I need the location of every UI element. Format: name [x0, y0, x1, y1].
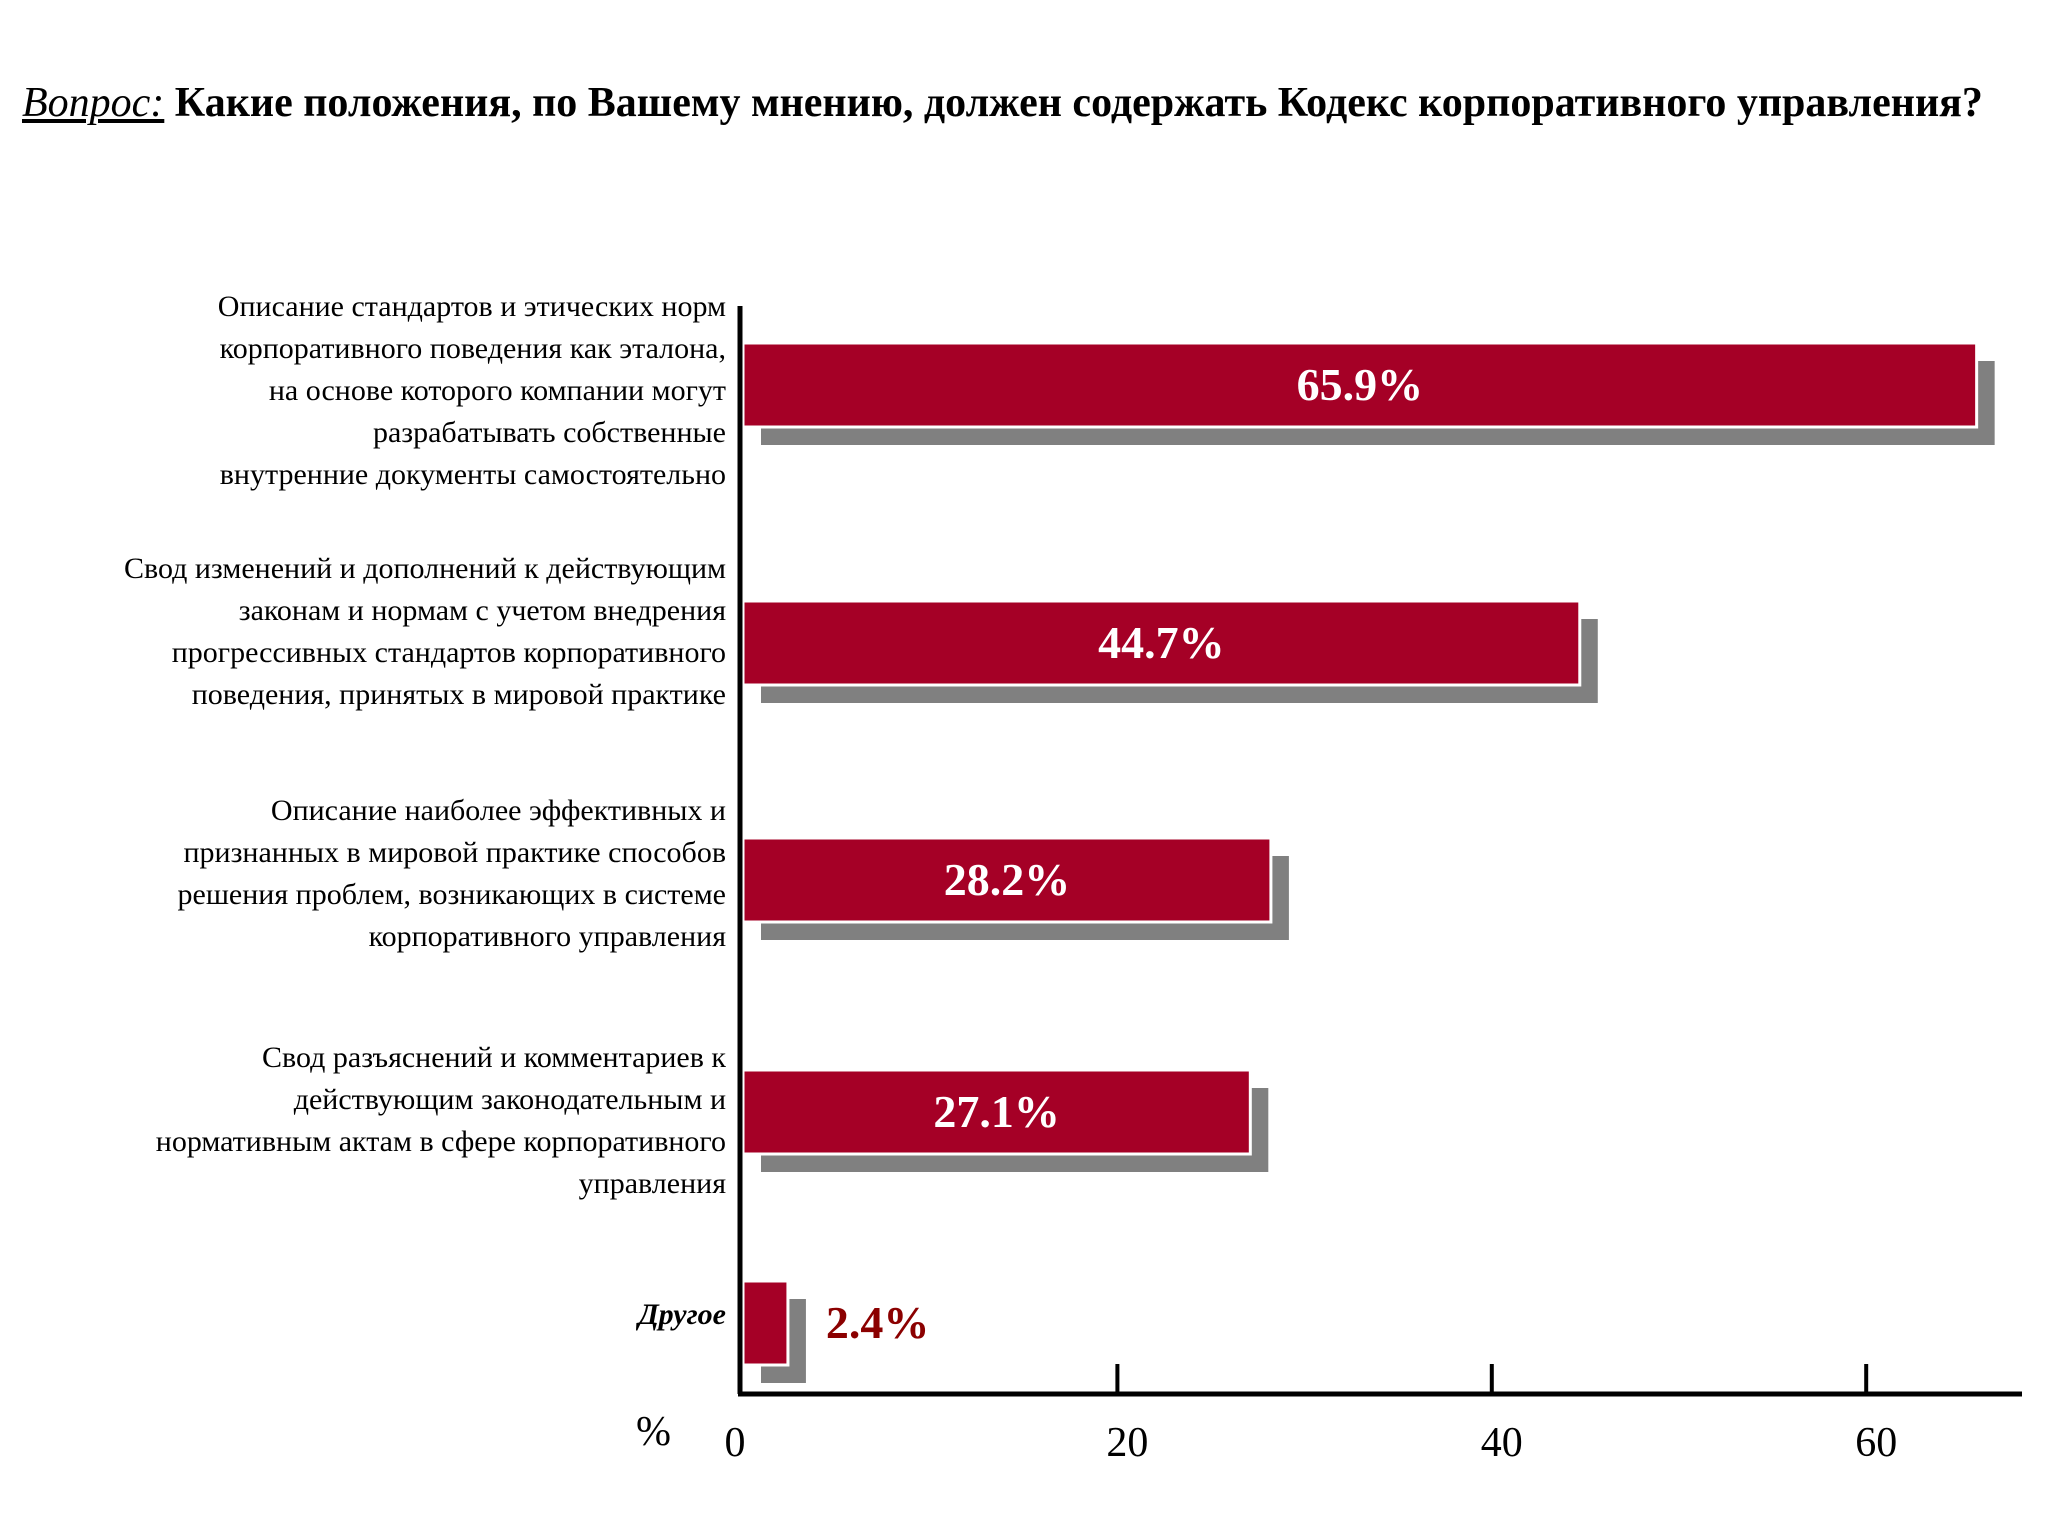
bar: [741, 599, 1582, 687]
x-tick-label: 60: [1855, 1420, 1897, 1466]
bar-value-label: 27.1%: [933, 1086, 1060, 1137]
question-text: Какие положения, по Вашему мнению, долже…: [164, 80, 1983, 126]
category-label: Другое: [638, 1298, 726, 1331]
bar-value-label: 2.4%: [826, 1297, 930, 1348]
bar: [741, 341, 1979, 429]
question-prefix: Вопрос:: [22, 80, 165, 126]
category-label: Свод разъяснений и комментариев к действ…: [155, 1041, 726, 1200]
x-tick-label: 20: [1106, 1420, 1148, 1466]
bar-value-label: 65.9%: [1297, 359, 1424, 410]
bar-value-label: 44.7%: [1098, 617, 1225, 668]
category-label: Описание стандартов и этических норм кор…: [217, 290, 726, 491]
category-label: Свод изменений и дополнений к действующи…: [124, 552, 726, 711]
bar: [741, 1068, 1252, 1156]
bar: [741, 836, 1273, 924]
bar-value-label: 28.2%: [944, 854, 1071, 905]
question-title: Вопрос: Какие положения, по Вашему мнени…: [22, 76, 2012, 130]
bar: [741, 1279, 790, 1367]
x-axis-unit-label: %: [636, 1409, 671, 1455]
category-label: Описание наиболее эффективных и признанн…: [177, 794, 726, 953]
x-tick-label: 0: [725, 1420, 746, 1466]
x-tick-label: 40: [1481, 1420, 1523, 1466]
